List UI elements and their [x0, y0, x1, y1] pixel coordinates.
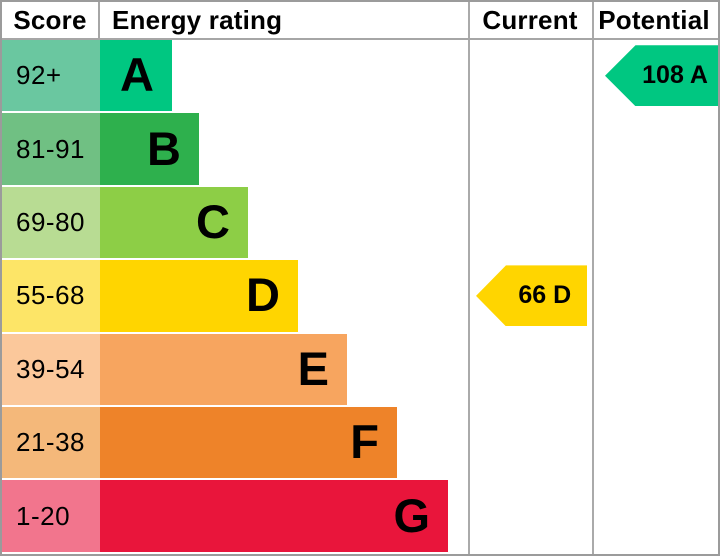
band-letter-c: C [196, 194, 230, 248]
chart-header: Score Energy rating Current Potential [2, 2, 718, 40]
band-bar-area-a: A [100, 40, 468, 112]
potential-cell-f [592, 407, 716, 478]
current-cell-a [468, 40, 592, 111]
potential-rating-arrow: 108 A [605, 45, 718, 107]
band-bar-b: B [100, 113, 199, 185]
potential-column-header: Potential [598, 4, 710, 35]
potential-column-divider [592, 2, 594, 554]
potential-cell-b [592, 113, 716, 184]
band-score-e: 39-54 [2, 333, 100, 405]
current-cell-d: 66 D [468, 260, 592, 331]
band-letter-d: D [246, 268, 280, 322]
potential-cell-e [592, 334, 716, 405]
energy-rating-column-header: Energy rating [112, 4, 283, 35]
band-score-f: 21-38 [2, 406, 100, 479]
band-row-b: 81-91 B [2, 113, 718, 185]
current-column-divider [468, 2, 470, 554]
current-cell-f [468, 407, 592, 478]
score-column-header: Score [2, 2, 100, 38]
band-score-b: 81-91 [2, 113, 100, 185]
band-letter-e: E [297, 341, 329, 395]
potential-rating-label: 108 A [642, 61, 708, 90]
band-row-c: 69-80 C [2, 186, 718, 259]
band-bar-g: G [100, 480, 448, 552]
band-bar-area-d: D [100, 260, 468, 332]
current-cell-b [468, 113, 592, 184]
band-bar-c: C [100, 186, 248, 259]
current-column-header: Current [482, 4, 578, 35]
band-letter-b: B [147, 121, 181, 175]
current-cell-e [468, 334, 592, 405]
band-bar-area-f: F [100, 406, 468, 479]
band-bar-e: E [100, 333, 347, 405]
current-cell-c [468, 187, 592, 258]
potential-cell-c [592, 187, 716, 258]
band-letter-f: F [350, 415, 379, 469]
band-letter-a: A [120, 48, 154, 102]
current-rating-label: 66 D [518, 281, 572, 310]
potential-cell-d [592, 260, 716, 331]
band-score-g: 1-20 [2, 480, 100, 552]
band-row-d: 55-68 D 66 D [2, 260, 718, 332]
band-bar-area-g: G [100, 480, 468, 552]
potential-cell-a: 108 A [592, 40, 718, 111]
band-bar-a: A [100, 40, 172, 112]
current-cell-g [468, 480, 592, 551]
band-bar-area-e: E [100, 333, 468, 405]
potential-cell-g [592, 480, 716, 551]
band-bar-d: D [100, 260, 298, 332]
band-bar-area-b: B [100, 113, 468, 185]
band-row-g: 1-20 G [2, 480, 718, 552]
band-score-c: 69-80 [2, 186, 100, 259]
band-letter-g: G [393, 488, 430, 542]
current-rating-arrow: 66 D [476, 265, 587, 327]
band-rows: 92+ A 108 A 81-91 B [2, 40, 718, 552]
band-row-f: 21-38 F [2, 406, 718, 479]
band-score-d: 55-68 [2, 260, 100, 332]
band-row-e: 39-54 E [2, 333, 718, 405]
band-bar-area-c: C [100, 186, 468, 259]
band-bar-f: F [100, 406, 397, 479]
band-row-a: 92+ A 108 A [2, 40, 718, 112]
band-score-a: 92+ [2, 40, 100, 112]
